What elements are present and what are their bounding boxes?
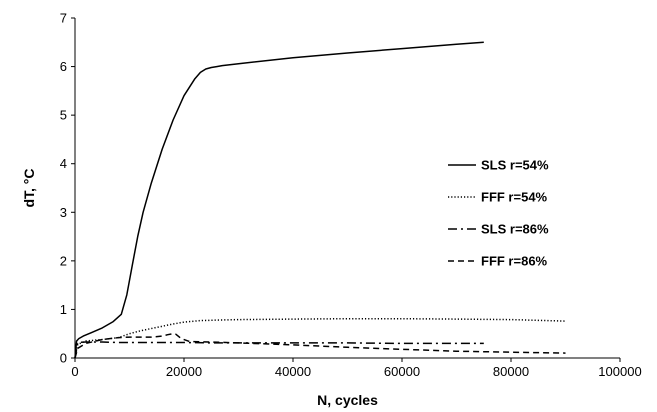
y-ticks: 0 1 2 3 4 5 6 7 xyxy=(60,11,75,366)
y-tick-label: 2 xyxy=(60,253,67,268)
y-tick-label: 7 xyxy=(60,11,67,26)
y-tick-label: 5 xyxy=(60,108,67,123)
y-tick-label: 6 xyxy=(60,59,67,74)
legend: SLS r=54% FFF r=54% SLS r=86% FFF r=86% xyxy=(448,158,549,269)
series-line-3 xyxy=(74,341,484,359)
series-line-2 xyxy=(74,317,566,359)
x-tick-label: 100000 xyxy=(598,364,641,379)
x-tick-label: 0 xyxy=(71,364,78,379)
y-tick-label: 1 xyxy=(60,302,67,317)
plot-area: 0 20000 40000 60000 80000 100000 0 1 2 3 4 5 6 7 xyxy=(60,11,642,380)
x-tick-label: 20000 xyxy=(166,364,202,379)
x-tick-label: 80000 xyxy=(493,364,529,379)
x-tick-label: 60000 xyxy=(384,364,420,379)
y-axis-title: dT, °C xyxy=(21,168,37,207)
series-group xyxy=(74,41,566,359)
x-tick-label: 40000 xyxy=(275,364,311,379)
y-tick-label: 3 xyxy=(60,205,67,220)
legend-label: FFF r=86% xyxy=(481,254,548,269)
legend-label: SLS r=54% xyxy=(481,158,549,173)
x-ticks: 0 20000 40000 60000 80000 100000 xyxy=(71,358,642,379)
legend-label: SLS r=86% xyxy=(481,222,549,237)
y-tick-label: 0 xyxy=(60,351,67,366)
series-line-1 xyxy=(74,41,484,359)
legend-label: FFF r=54% xyxy=(481,190,548,205)
x-axis-title: N, cycles xyxy=(317,392,378,408)
series-line-4 xyxy=(74,332,566,359)
y-tick-label: 4 xyxy=(60,156,67,171)
